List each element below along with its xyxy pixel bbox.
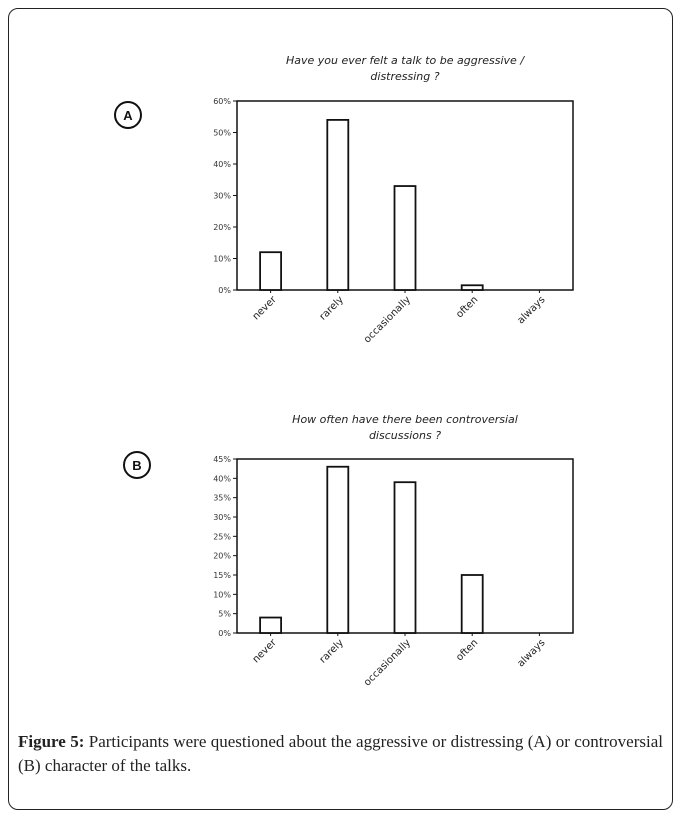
panel-a-chart-title: distressing ? — [370, 70, 439, 83]
panel-a-badge-circle — [114, 101, 142, 129]
caption-text: Participants were questioned about the a… — [18, 732, 663, 775]
panel-b-ytick-label: 10% — [213, 590, 231, 599]
panel-b-ytick-label: 5% — [218, 610, 231, 619]
panel-b-category-label: always — [515, 637, 547, 669]
panel-b-badge-circle — [123, 451, 151, 479]
panel-a-bar-never — [259, 251, 283, 291]
panel-a-category-label: never — [251, 294, 280, 323]
panel-b-bar-rarely — [326, 465, 350, 634]
caption-label: Figure 5: — [18, 732, 85, 751]
panel-a-category-label: occasionally — [362, 294, 413, 345]
panel-a-chart-title: Have you ever felt a talk to be aggressi… — [286, 54, 525, 67]
panel-b-category-label: rarely — [318, 637, 346, 665]
panel-a-badge-label: A — [123, 108, 133, 123]
panel-b-ytick-label: 15% — [213, 571, 231, 580]
panel-b-chart-title: How often have there been controversial — [292, 413, 518, 426]
panel-b-ytick-label: 45% — [213, 455, 231, 464]
panel-a-category-label: often — [454, 294, 480, 320]
panel-b-bar-never — [259, 616, 283, 634]
panel-b-bar-occasionally — [393, 481, 417, 634]
panel-b-ytick-label: 35% — [213, 494, 231, 503]
panel-b-ytick-label: 40% — [213, 474, 231, 483]
panel-a-ytick-label: 50% — [213, 129, 231, 138]
panel-a-bar-rarely — [326, 119, 350, 291]
panel-b-category-label: occasionally — [362, 637, 413, 688]
panel-a-ytick-label: 10% — [213, 255, 231, 264]
panel-b-bar-often — [460, 574, 484, 634]
panel-a-category-label: rarely — [318, 294, 346, 322]
panel-b-category-label: often — [454, 637, 480, 663]
panel-a-ytick-label: 20% — [213, 223, 231, 232]
panel-a-ytick-label: 40% — [213, 160, 231, 169]
panel-a-ytick-label: 30% — [213, 192, 231, 201]
panel-b-badge-label: B — [132, 458, 141, 473]
panel-b-ytick-label: 0% — [218, 629, 231, 638]
panel-a-category-label: always — [515, 294, 547, 326]
panel-b-chart-title: discussions ? — [369, 429, 441, 442]
figure-caption: Figure 5: Participants were questioned a… — [18, 730, 663, 778]
panel-a-ytick-label: 0% — [218, 286, 231, 295]
panel-b-ytick-label: 25% — [213, 532, 231, 541]
panel-a-bar-often — [460, 284, 484, 291]
panel-a-ytick-label: 60% — [213, 97, 231, 106]
panel-b-category-label: never — [251, 637, 280, 666]
panel-b-ytick-label: 30% — [213, 513, 231, 522]
panel-b-ytick-label: 20% — [213, 552, 231, 561]
panel-a-bar-occasionally — [393, 185, 417, 291]
